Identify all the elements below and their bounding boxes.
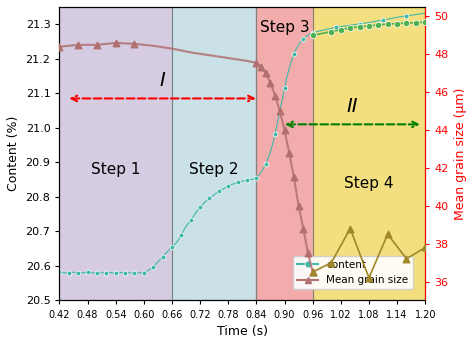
Text: Step 3: Step 3 bbox=[260, 20, 310, 35]
Point bbox=[393, 21, 401, 26]
Point bbox=[356, 24, 364, 30]
Point bbox=[328, 260, 335, 265]
Point bbox=[225, 184, 232, 189]
Text: Step 4: Step 4 bbox=[344, 176, 394, 190]
Point bbox=[121, 270, 129, 276]
Point bbox=[403, 13, 410, 19]
Point bbox=[168, 244, 176, 250]
Point bbox=[332, 24, 340, 30]
Point bbox=[55, 44, 63, 49]
Point bbox=[267, 80, 274, 86]
Point bbox=[65, 270, 73, 275]
Bar bbox=[256, 7, 313, 300]
Point bbox=[93, 270, 100, 275]
Point bbox=[346, 25, 354, 31]
Text: Step 1: Step 1 bbox=[91, 162, 140, 177]
Point bbox=[276, 108, 283, 114]
Point bbox=[309, 32, 317, 38]
Text: Step 2: Step 2 bbox=[190, 162, 239, 177]
Point bbox=[74, 270, 82, 275]
Point bbox=[384, 231, 392, 237]
X-axis label: Time (s): Time (s) bbox=[217, 325, 268, 338]
Text: I: I bbox=[160, 71, 165, 90]
Point bbox=[215, 189, 223, 194]
Point bbox=[234, 180, 241, 185]
Point bbox=[253, 60, 260, 66]
Point bbox=[112, 270, 119, 275]
Point bbox=[356, 21, 364, 27]
Point bbox=[403, 256, 410, 262]
Point bbox=[290, 51, 298, 57]
Point bbox=[412, 20, 419, 26]
Point bbox=[304, 250, 312, 256]
Point bbox=[421, 245, 429, 250]
Point bbox=[337, 27, 345, 32]
Point bbox=[178, 232, 185, 238]
Point bbox=[159, 254, 166, 260]
Point bbox=[271, 93, 279, 99]
Point bbox=[196, 205, 204, 210]
Point bbox=[379, 17, 387, 23]
Point bbox=[300, 226, 307, 231]
Point bbox=[84, 269, 91, 275]
Point bbox=[365, 275, 373, 280]
Point bbox=[295, 203, 302, 208]
Point bbox=[384, 21, 392, 27]
Text: II: II bbox=[347, 97, 358, 116]
Point bbox=[55, 269, 63, 275]
Point bbox=[290, 175, 298, 180]
Point bbox=[257, 64, 265, 69]
Point bbox=[187, 218, 194, 223]
Point bbox=[300, 36, 307, 42]
Point bbox=[346, 226, 354, 231]
Point bbox=[271, 131, 279, 136]
Point bbox=[374, 22, 382, 28]
Point bbox=[328, 29, 335, 34]
Point bbox=[403, 20, 410, 26]
Point bbox=[149, 264, 157, 269]
Point bbox=[309, 30, 317, 36]
Y-axis label: Mean grain size (μm): Mean grain size (μm) bbox=[454, 88, 467, 220]
Point bbox=[262, 70, 270, 76]
Point bbox=[102, 270, 110, 275]
Point bbox=[421, 19, 429, 25]
Bar bbox=[313, 7, 425, 300]
Y-axis label: Content (%): Content (%) bbox=[7, 116, 20, 191]
Legend: content, Mean grain size: content, Mean grain size bbox=[293, 256, 413, 289]
Point bbox=[281, 85, 288, 91]
Point bbox=[206, 195, 213, 201]
Point bbox=[253, 176, 260, 181]
Bar bbox=[59, 7, 172, 300]
Point bbox=[243, 178, 251, 183]
Point bbox=[285, 150, 293, 156]
Point bbox=[281, 127, 288, 133]
Point bbox=[365, 23, 373, 29]
Point bbox=[262, 161, 270, 167]
Point bbox=[131, 41, 138, 47]
Point bbox=[309, 269, 317, 275]
Point bbox=[112, 40, 119, 46]
Point bbox=[131, 270, 138, 276]
Point bbox=[309, 269, 317, 275]
Point bbox=[74, 42, 82, 48]
Point bbox=[93, 42, 100, 48]
Bar bbox=[172, 7, 256, 300]
Point bbox=[140, 270, 147, 275]
